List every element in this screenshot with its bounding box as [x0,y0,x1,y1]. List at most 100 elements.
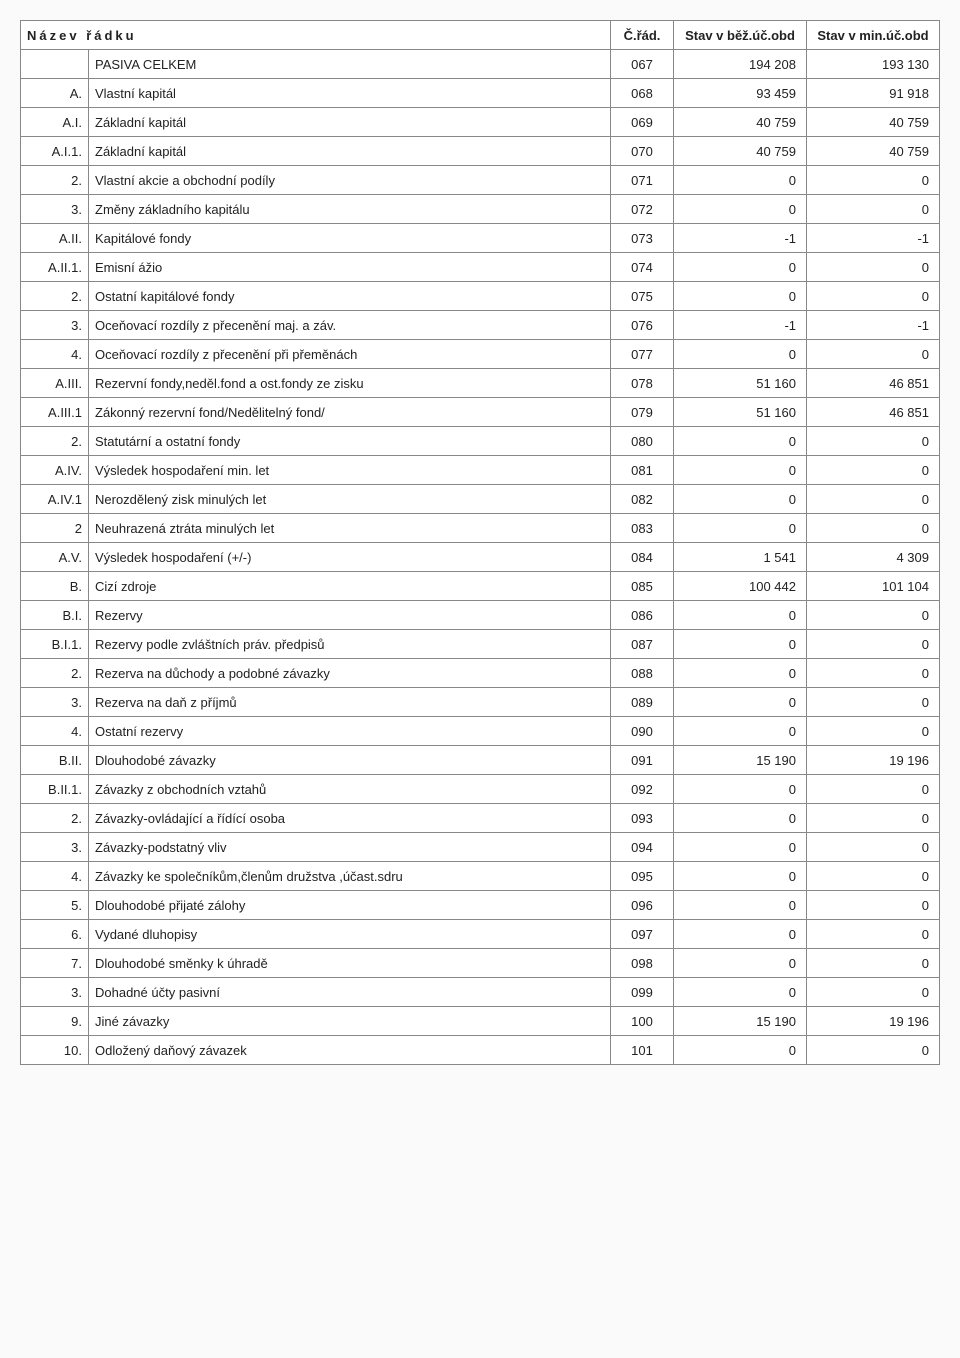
row-code: B.II. [21,746,89,775]
row-crad: 094 [611,833,674,862]
table-row: 5.Dlouhodobé přijaté zálohy09600 [21,891,940,920]
table-row: B.I.Rezervy08600 [21,601,940,630]
row-min: 0 [807,833,940,862]
row-label: Jiné závazky [89,1007,611,1036]
row-label: Dlouhodobé přijaté zálohy [89,891,611,920]
row-min: 0 [807,282,940,311]
row-bez: 0 [674,456,807,485]
row-min: 19 196 [807,1007,940,1036]
row-min: 0 [807,195,940,224]
row-crad: 090 [611,717,674,746]
row-code: A.I. [21,108,89,137]
row-crad: 101 [611,1036,674,1065]
row-code: A.III.1 [21,398,89,427]
row-bez: 51 160 [674,369,807,398]
row-min: 0 [807,456,940,485]
row-min: 0 [807,630,940,659]
row-label: Rezervní fondy,neděl.fond a ost.fondy ze… [89,369,611,398]
row-label: Rezerva na daň z příjmů [89,688,611,717]
table-row: 2.Vlastní akcie a obchodní podíly07100 [21,166,940,195]
table-row: 6.Vydané dluhopisy09700 [21,920,940,949]
row-min: -1 [807,224,940,253]
row-min: 0 [807,253,940,282]
row-label: Dlouhodobé závazky [89,746,611,775]
row-crad: 086 [611,601,674,630]
row-crad: 082 [611,485,674,514]
row-crad: 077 [611,340,674,369]
row-label: Rezervy podle zvláštních práv. předpisů [89,630,611,659]
row-min: 0 [807,891,940,920]
row-bez: 0 [674,833,807,862]
row-bez: 0 [674,195,807,224]
row-label: Cizí zdroje [89,572,611,601]
row-code: B.I. [21,601,89,630]
row-crad: 087 [611,630,674,659]
row-bez: 0 [674,891,807,920]
row-code: 4. [21,717,89,746]
table-row: 7.Dlouhodobé směnky k úhradě09800 [21,949,940,978]
table-row: 4.Oceňovací rozdíly z přecenění při přem… [21,340,940,369]
row-label: Emisní ážio [89,253,611,282]
table-row: 3.Závazky-podstatný vliv09400 [21,833,940,862]
table-row: 3.Rezerva na daň z příjmů08900 [21,688,940,717]
row-label: Dlouhodobé směnky k úhradě [89,949,611,978]
row-label: Závazky ke společníkům,členům družstva ,… [89,862,611,891]
row-label: Vydané dluhopisy [89,920,611,949]
table-row: 4.Závazky ke společníkům,členům družstva… [21,862,940,891]
table-row: B.II.Dlouhodobé závazky09115 19019 196 [21,746,940,775]
row-crad: 089 [611,688,674,717]
row-crad: 085 [611,572,674,601]
row-crad: 068 [611,79,674,108]
row-min: 0 [807,688,940,717]
row-bez: 40 759 [674,108,807,137]
row-crad: 093 [611,804,674,833]
row-code: A.III. [21,369,89,398]
header-bez: Stav v běž.úč.obd [674,21,807,50]
row-code: 3. [21,978,89,1007]
table-row: A.I.1.Základní kapitál07040 75940 759 [21,137,940,166]
row-code: A.II. [21,224,89,253]
row-min: 40 759 [807,108,940,137]
row-min: 0 [807,601,940,630]
row-label: PASIVA CELKEM [89,50,611,79]
row-crad: 078 [611,369,674,398]
row-min: 193 130 [807,50,940,79]
row-bez: 0 [674,485,807,514]
row-min: 0 [807,340,940,369]
table-row: 2.Statutární a ostatní fondy08000 [21,427,940,456]
row-min: 0 [807,978,940,1007]
row-code: 3. [21,195,89,224]
row-bez: 0 [674,253,807,282]
row-crad: 080 [611,427,674,456]
table-row: B.I.1.Rezervy podle zvláštních práv. pře… [21,630,940,659]
row-bez: 0 [674,688,807,717]
row-label: Základní kapitál [89,137,611,166]
row-code: A.V. [21,543,89,572]
row-crad: 076 [611,311,674,340]
table-row: 3.Změny základního kapitálu07200 [21,195,940,224]
table-row: 9.Jiné závazky10015 19019 196 [21,1007,940,1036]
row-code: 2. [21,659,89,688]
row-bez: 15 190 [674,1007,807,1036]
row-crad: 084 [611,543,674,572]
balance-sheet-table: Název řádku Č.řád. Stav v běž.úč.obd Sta… [20,20,940,1065]
row-crad: 097 [611,920,674,949]
row-label: Ostatní rezervy [89,717,611,746]
row-crad: 083 [611,514,674,543]
row-label: Výsledek hospodaření (+/-) [89,543,611,572]
row-bez: -1 [674,311,807,340]
row-code: 3. [21,688,89,717]
row-bez: 0 [674,630,807,659]
row-min: 0 [807,427,940,456]
row-bez: 0 [674,717,807,746]
table-body: PASIVA CELKEM067194 208193 130A.Vlastní … [21,50,940,1065]
row-code: 4. [21,862,89,891]
row-bez: 0 [674,659,807,688]
table-row: B.II.1.Závazky z obchodních vztahů09200 [21,775,940,804]
row-code: B.II.1. [21,775,89,804]
row-bez: 0 [674,804,807,833]
row-label: Závazky z obchodních vztahů [89,775,611,804]
row-code: 5. [21,891,89,920]
row-bez: -1 [674,224,807,253]
row-code: 2. [21,427,89,456]
